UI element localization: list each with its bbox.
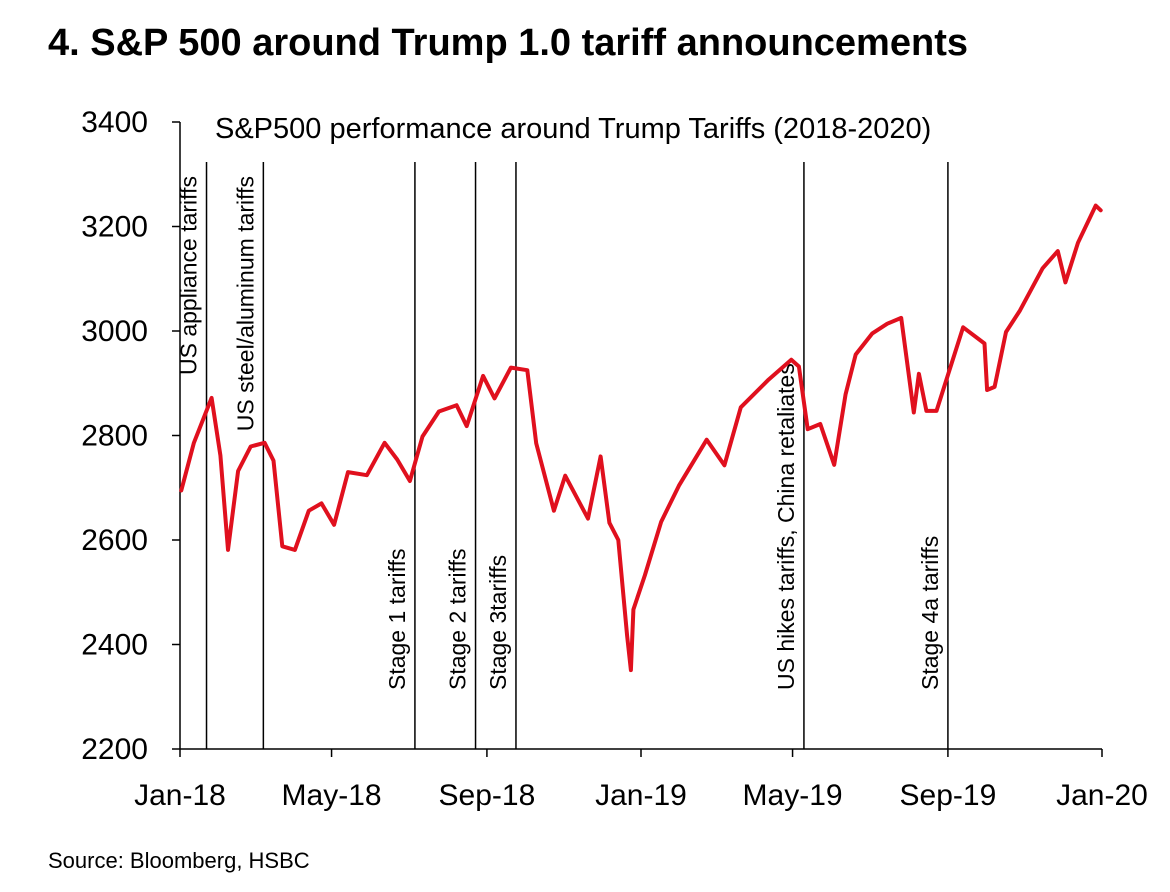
series-layer: [179, 203, 1103, 673]
x-tick-label: Jan-18: [134, 779, 226, 812]
chart-title: S&P500 performance around Trump Tariffs …: [215, 113, 931, 145]
x-tick-label: May-19: [743, 779, 843, 812]
y-tick-label: 3400: [81, 106, 148, 139]
annotation-label: Stage 4a tariffs: [917, 536, 943, 690]
y-tick-label: 3200: [81, 211, 148, 244]
annotation-label: US steel/aluminum tariffs: [232, 176, 258, 431]
x-tick-label: Jan-19: [595, 779, 687, 812]
annotation-label: Stage 2 tariffs: [445, 549, 471, 691]
annotation-layer: US appliance tariffs US steel/aluminum ta…: [176, 162, 949, 749]
annotation-label: Stage 1 tariffs: [384, 549, 410, 691]
y-tick-label: 2800: [81, 420, 148, 453]
x-tick-label: Sep-19: [900, 779, 997, 812]
annotation-label: Stage 3tariffs: [485, 555, 511, 690]
x-tick-label: Sep-18: [439, 779, 536, 812]
y-tick-label: 2600: [81, 524, 148, 557]
source-note: Source: Bloomberg, HSBC: [48, 848, 310, 873]
page-heading: 4. S&P 500 around Trump 1.0 tariff annou…: [48, 22, 968, 64]
y-tick-label: 2400: [81, 629, 148, 662]
sp500-series-line: [179, 203, 1103, 673]
x-tick-label: May-18: [282, 779, 382, 812]
axes: 2200 2400 2600 2800 3000 3200 3400 Jan-18 May-18…: [81, 106, 1148, 812]
x-tick-label: Jan-20: [1056, 779, 1148, 812]
annotation-label: US hikes tariffs, China retaliates: [773, 363, 799, 690]
y-tick-label: 2200: [81, 733, 148, 766]
y-tick-label: 3000: [81, 315, 148, 348]
